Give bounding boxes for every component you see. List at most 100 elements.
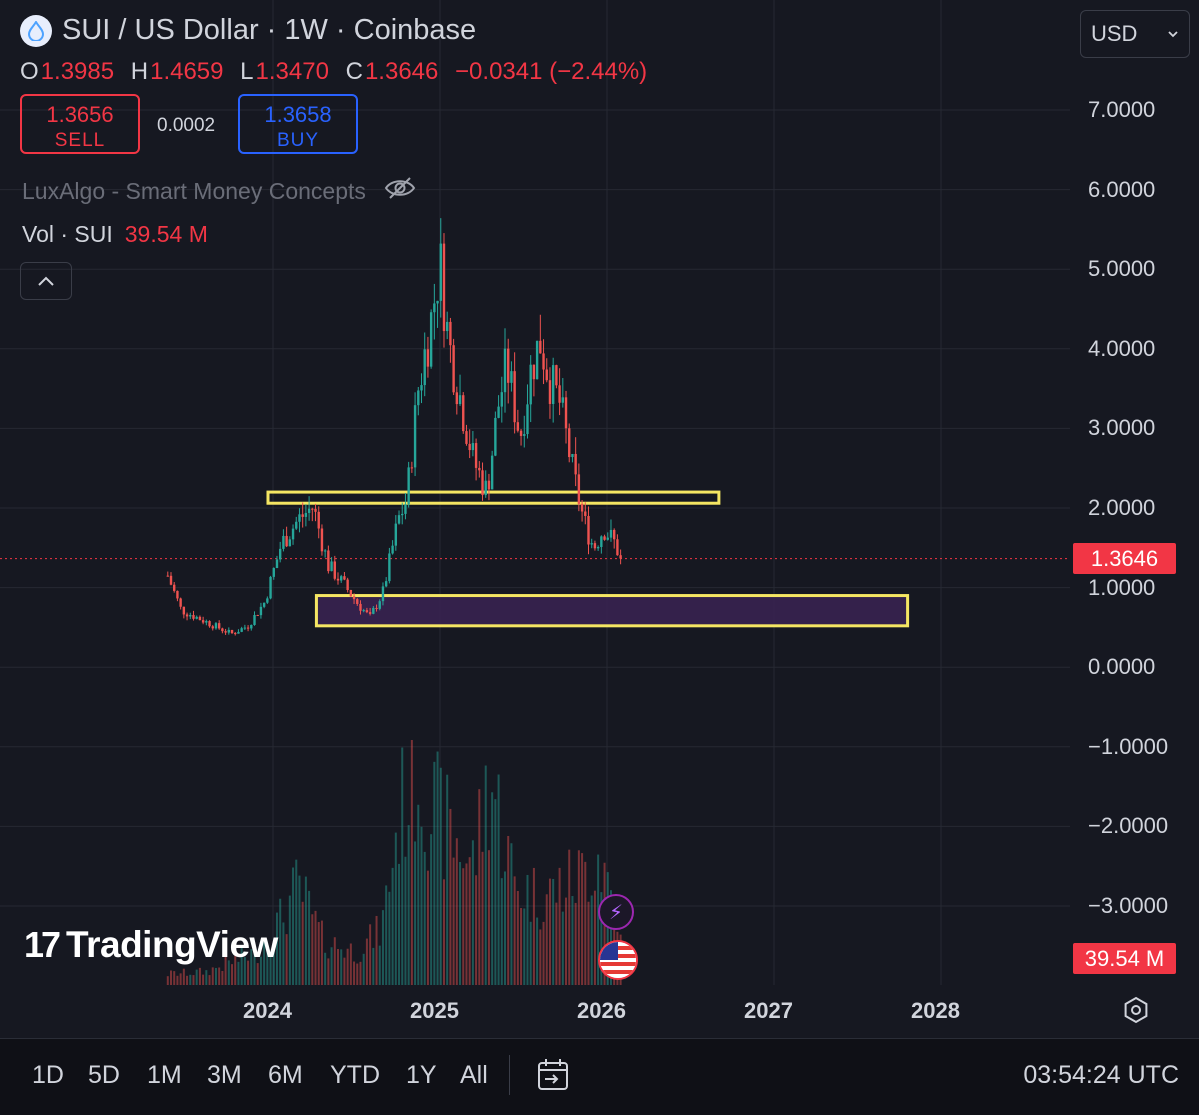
symbol-header[interactable]: SUI / US Dollar · 1W · Coinbase <box>20 14 476 47</box>
candle-body <box>507 348 510 383</box>
candle-body <box>564 397 568 429</box>
volume-bar <box>337 949 340 985</box>
candle-body <box>330 561 333 572</box>
price-chart[interactable] <box>0 0 1199 1038</box>
volume-bar <box>166 976 169 985</box>
range-5d-button[interactable]: 5D <box>88 1061 120 1089</box>
range-ytd-button[interactable]: YTD <box>330 1061 380 1089</box>
ohlc-legend: O1.3985 H1.4659 L1.3470 C1.3646 −0.0341 … <box>20 58 657 86</box>
volume-bar <box>195 969 198 985</box>
ohlc-change: −0.0341 (−2.44%) <box>455 58 648 85</box>
candle-body <box>166 575 169 577</box>
candle-body <box>388 553 391 582</box>
currency-select[interactable]: USD <box>1080 10 1190 58</box>
bottom-toolbar: 1D 5D 1M 3M 6M YTD 1Y All 03:54:24 UTC <box>0 1038 1199 1115</box>
volume-bar <box>173 971 176 985</box>
candle-body <box>449 321 452 346</box>
price-tick-label: 4.0000 <box>1088 335 1156 361</box>
candle-body <box>420 385 423 391</box>
candle-body <box>288 539 292 547</box>
sell-label: SELL <box>54 130 106 151</box>
settings-icon[interactable] <box>1122 996 1150 1024</box>
price-tick-label: 6.0000 <box>1088 176 1156 202</box>
ohlc-open-value: 1.3985 <box>40 58 115 85</box>
volume-bar <box>529 921 532 985</box>
candle-body <box>323 550 327 552</box>
sell-button[interactable]: 1.3656 SELL <box>20 94 140 154</box>
eye-off-icon[interactable] <box>384 176 416 206</box>
toolbar-divider <box>509 1055 510 1095</box>
candle-body <box>410 467 414 469</box>
candle-body <box>381 586 385 602</box>
volume-bar <box>532 867 535 985</box>
volume-bar <box>192 975 195 985</box>
candle-body <box>529 364 532 405</box>
us-flag-icon[interactable] <box>598 940 638 980</box>
candle-body <box>256 614 259 616</box>
candle-body <box>484 480 487 496</box>
calendar-goto-icon[interactable] <box>535 1057 571 1093</box>
buy-button[interactable]: 1.3658 BUY <box>238 94 358 154</box>
volume-bar <box>253 944 256 985</box>
volume-bar <box>214 967 217 985</box>
range-1d-button[interactable]: 1D <box>32 1061 64 1089</box>
volume-bar <box>343 957 346 985</box>
lightning-icon[interactable]: ⚡ <box>598 894 634 930</box>
candle-body <box>304 512 308 517</box>
range-1m-button[interactable]: 1M <box>147 1061 182 1089</box>
volume-bar <box>542 921 545 985</box>
time-tick-label: 2025 <box>410 998 459 1023</box>
candle-body <box>548 380 552 404</box>
candle-body <box>494 417 497 456</box>
candle-body <box>568 428 571 458</box>
candle-body <box>343 576 346 580</box>
volume-bar <box>362 953 365 985</box>
indicator-legend[interactable]: LuxAlgo - Smart Money Concepts <box>22 176 416 206</box>
ohlc-low-value: 1.3470 <box>255 58 329 85</box>
candle-body <box>539 340 542 354</box>
candle-body <box>401 513 404 516</box>
candle-body <box>426 349 430 367</box>
candle-body <box>336 578 340 581</box>
resistance-zone <box>266 490 721 505</box>
volume-bar <box>558 867 561 985</box>
volume-bar <box>324 952 327 985</box>
volume-bar <box>565 897 568 985</box>
volume-bar <box>577 850 580 985</box>
candle-body <box>243 627 247 629</box>
ohlc-close-key: C <box>345 58 363 85</box>
candle-body <box>519 430 523 436</box>
range-3m-button[interactable]: 3M <box>207 1061 242 1089</box>
volume-bar <box>516 890 519 985</box>
candle-body <box>365 610 369 613</box>
volume-bar <box>475 875 478 985</box>
volume-bar <box>455 838 458 985</box>
candle-body <box>259 606 263 616</box>
volume-bar <box>430 834 433 985</box>
candle-body <box>497 406 500 418</box>
candle-body <box>535 340 539 380</box>
candle-body <box>574 453 577 475</box>
price-tick-label: −3.0000 <box>1088 893 1169 918</box>
candle-body <box>349 589 353 597</box>
volume-bar <box>224 956 227 985</box>
candle-body <box>285 535 288 547</box>
range-6m-button[interactable]: 6M <box>268 1061 303 1089</box>
volume-bar <box>545 894 548 985</box>
tradingview-logo[interactable]: 17 TradingView <box>24 924 278 966</box>
volume-bar <box>513 876 516 985</box>
range-all-button[interactable]: All <box>460 1061 488 1089</box>
range-1y-button[interactable]: 1Y <box>406 1061 437 1089</box>
candle-body <box>513 371 516 423</box>
candle-body <box>407 467 410 505</box>
candle-body <box>262 602 266 607</box>
volume-bar <box>568 849 571 985</box>
volume-bar <box>539 929 542 985</box>
collapse-legend-button[interactable] <box>20 262 72 300</box>
chevron-up-icon <box>38 276 54 286</box>
volume-bar <box>240 947 243 985</box>
candle-body <box>452 345 455 393</box>
volume-bar <box>442 879 445 985</box>
volume-bar <box>346 948 349 985</box>
candle-body <box>558 385 561 403</box>
